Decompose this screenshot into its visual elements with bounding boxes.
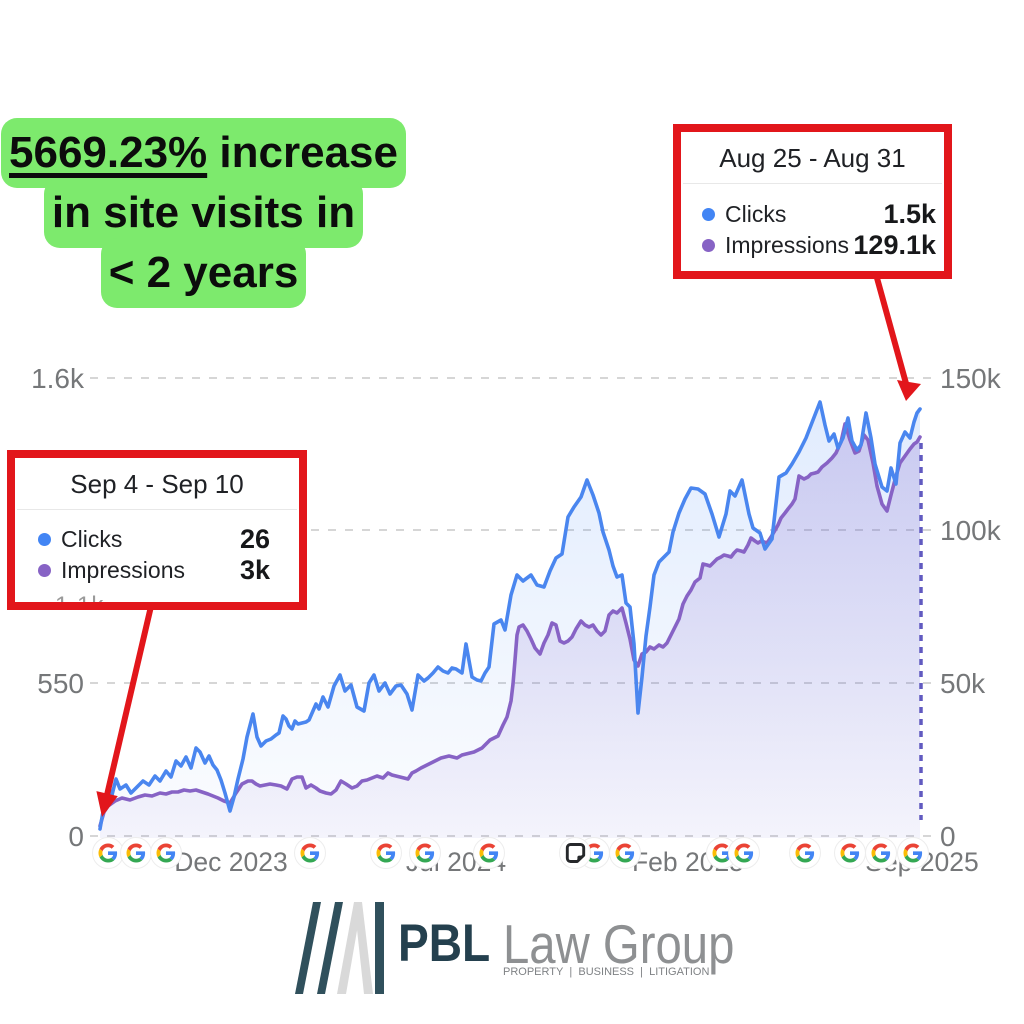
svg-text:Dec 2023: Dec 2023 [174,847,287,877]
svg-text:1.6k: 1.6k [31,363,85,394]
svg-text:100k: 100k [940,515,1002,546]
svg-text:50k: 50k [940,668,986,699]
svg-text:550: 550 [37,668,84,699]
svg-text:150k: 150k [940,363,1002,394]
svg-text:0: 0 [68,821,84,852]
svg-text:0: 0 [940,821,956,852]
